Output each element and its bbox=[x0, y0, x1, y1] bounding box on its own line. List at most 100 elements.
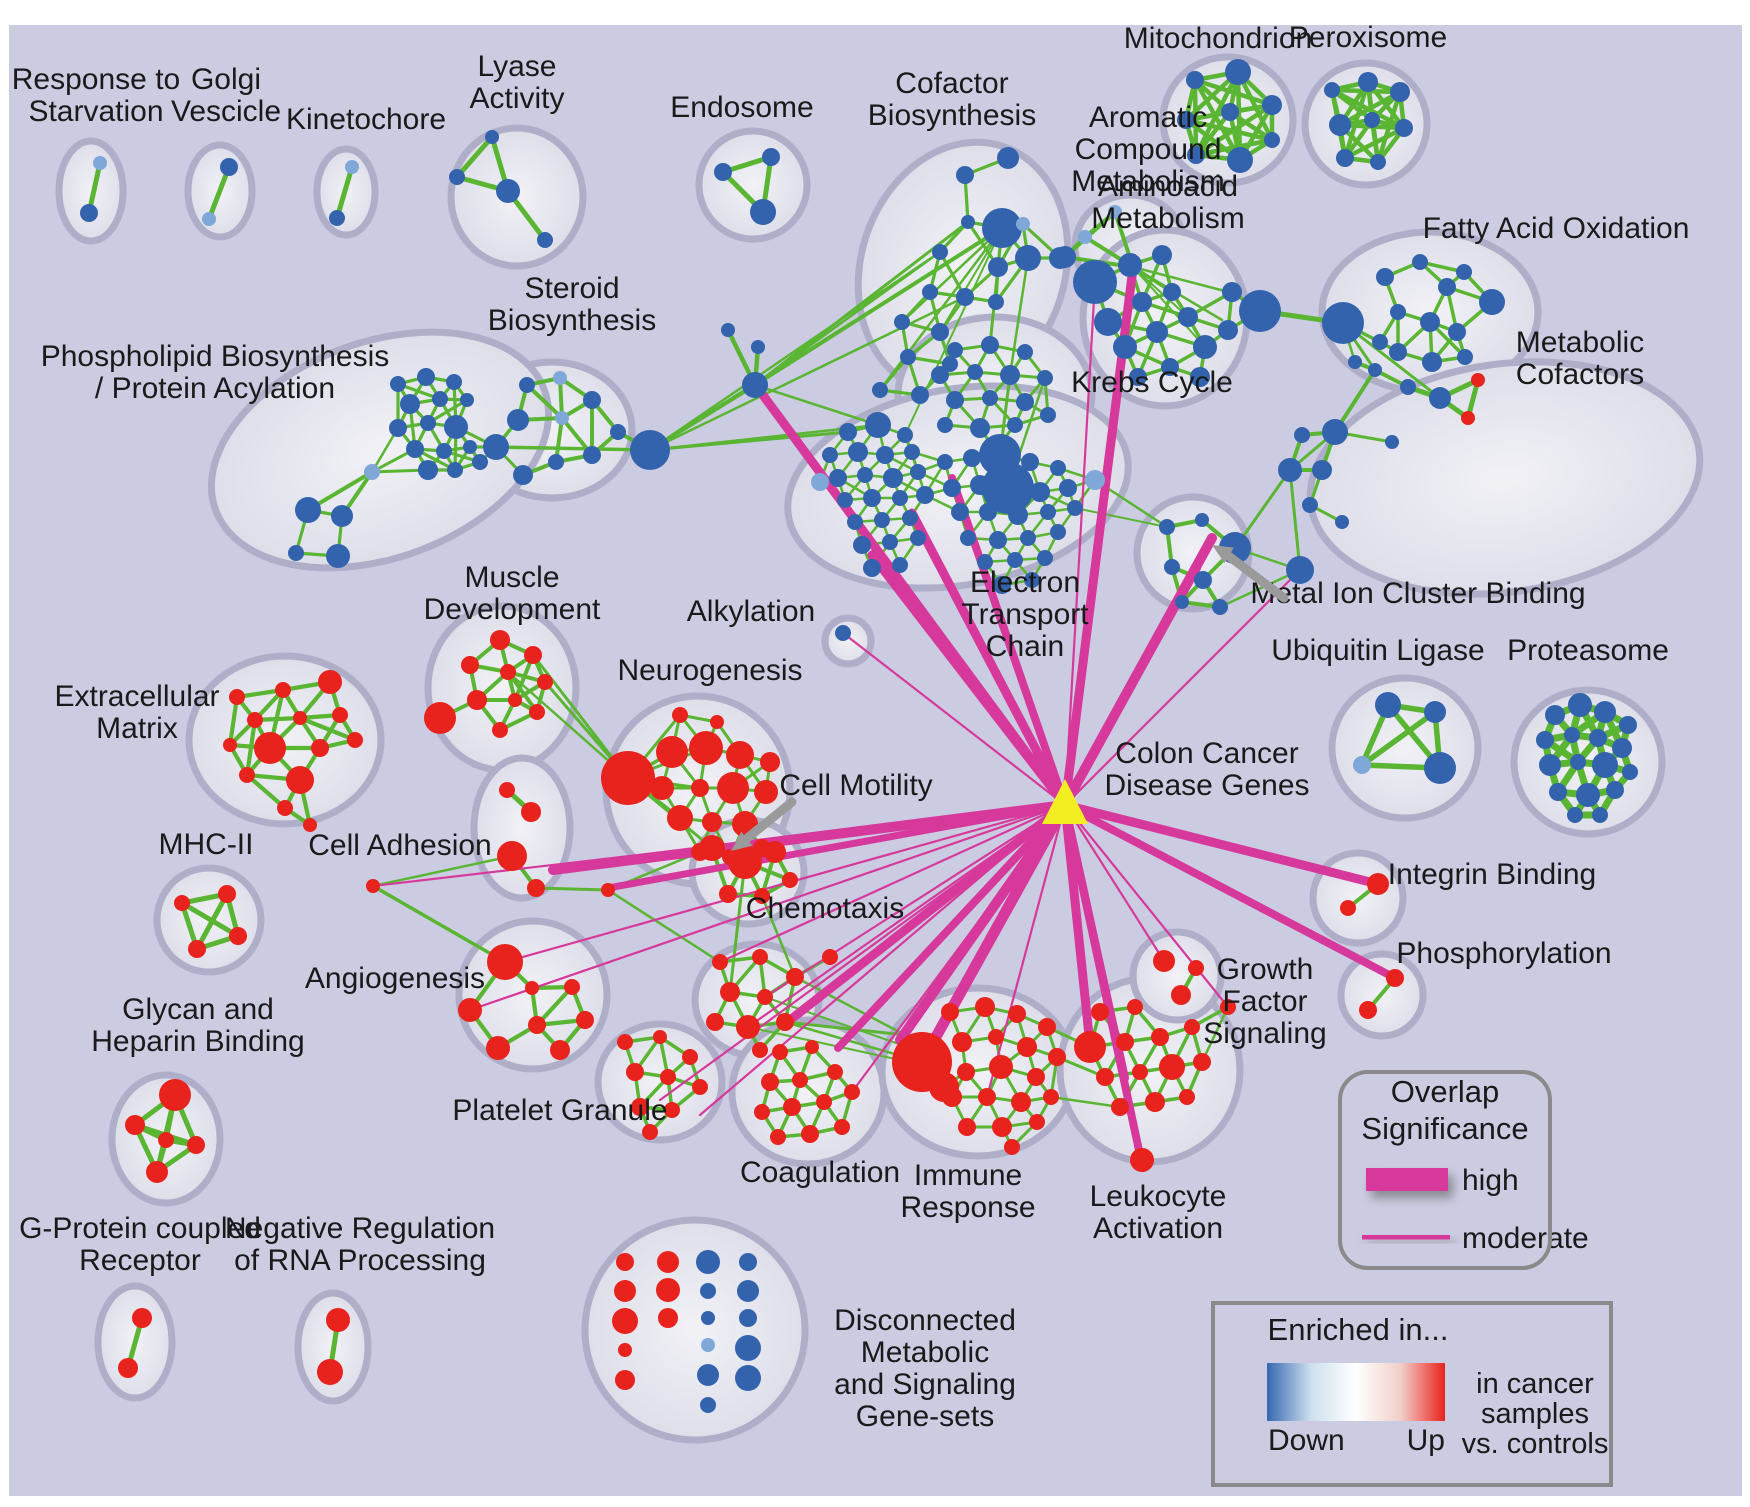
gene-set-node[interactable] bbox=[286, 766, 314, 794]
gene-set-node[interactable] bbox=[735, 1365, 761, 1391]
gene-set-node[interactable] bbox=[564, 979, 580, 995]
gene-set-node[interactable] bbox=[1221, 103, 1239, 121]
gene-set-node[interactable] bbox=[490, 630, 510, 650]
colon-cancer-hub-triangle-icon[interactable] bbox=[1042, 779, 1088, 824]
gene-set-node[interactable] bbox=[1400, 379, 1416, 395]
gene-set-node[interactable] bbox=[1368, 363, 1382, 377]
gene-set-node[interactable] bbox=[900, 349, 916, 365]
gene-set-node[interactable] bbox=[1364, 112, 1380, 128]
gene-set-node[interactable] bbox=[432, 391, 448, 407]
gene-set-node[interactable] bbox=[874, 512, 890, 528]
gene-set-node[interactable] bbox=[1424, 752, 1456, 784]
gene-set-node[interactable] bbox=[922, 284, 938, 300]
gene-set-node[interactable] bbox=[125, 1115, 145, 1135]
gene-set-node[interactable] bbox=[911, 386, 929, 404]
gene-set-node[interactable] bbox=[1549, 783, 1567, 801]
gene-set-node[interactable] bbox=[460, 393, 474, 407]
gene-set-node[interactable] bbox=[1222, 282, 1242, 302]
gene-set-node[interactable] bbox=[1429, 387, 1451, 409]
gene-set-node[interactable] bbox=[1195, 513, 1209, 527]
gene-set-node[interactable] bbox=[757, 989, 773, 1005]
gene-set-node[interactable] bbox=[472, 454, 488, 470]
gene-set-node[interactable] bbox=[1286, 556, 1314, 584]
gene-set-node[interactable] bbox=[691, 779, 709, 797]
gene-set-node[interactable] bbox=[436, 443, 452, 459]
gene-set-node[interactable] bbox=[1130, 1148, 1154, 1172]
gene-set-node[interactable] bbox=[318, 670, 342, 694]
gene-set-node[interactable] bbox=[1188, 960, 1204, 976]
gene-set-node[interactable] bbox=[1367, 873, 1389, 895]
gene-set-node[interactable] bbox=[736, 1015, 760, 1039]
gene-set-node[interactable] bbox=[696, 1250, 720, 1274]
gene-set-node[interactable] bbox=[952, 1032, 972, 1052]
gene-set-node[interactable] bbox=[400, 394, 420, 414]
gene-set-node[interactable] bbox=[931, 323, 949, 341]
gene-set-node[interactable] bbox=[444, 415, 468, 439]
gene-set-node[interactable] bbox=[839, 423, 857, 441]
gene-set-node[interactable] bbox=[863, 489, 881, 507]
gene-set-node[interactable] bbox=[1000, 365, 1020, 385]
gene-set-node[interactable] bbox=[1312, 460, 1332, 480]
gene-set-node[interactable] bbox=[1037, 370, 1053, 386]
gene-set-node[interactable] bbox=[982, 462, 1034, 514]
gene-set-node[interactable] bbox=[827, 1064, 843, 1080]
gene-set-node[interactable] bbox=[389, 419, 407, 437]
gene-set-node[interactable] bbox=[616, 1253, 634, 1271]
gene-set-node[interactable] bbox=[1015, 245, 1041, 271]
gene-set-node[interactable] bbox=[497, 841, 527, 871]
gene-set-node[interactable] bbox=[583, 446, 601, 464]
gene-set-node[interactable] bbox=[1375, 692, 1401, 718]
gene-set-node[interactable] bbox=[783, 1098, 801, 1116]
gene-set-node[interactable] bbox=[1017, 1037, 1037, 1057]
gene-set-node[interactable] bbox=[816, 1094, 832, 1110]
gene-set-node[interactable] bbox=[739, 1253, 757, 1271]
gene-set-node[interactable] bbox=[1193, 335, 1217, 359]
gene-set-node[interactable] bbox=[1385, 435, 1399, 449]
gene-set-node[interactable] bbox=[989, 1055, 1013, 1079]
gene-set-node[interactable] bbox=[550, 1040, 570, 1060]
gene-set-node[interactable] bbox=[750, 199, 776, 225]
gene-set-node[interactable] bbox=[1085, 470, 1105, 490]
gene-set-node[interactable] bbox=[910, 530, 926, 546]
gene-set-node[interactable] bbox=[1389, 343, 1407, 361]
gene-set-node[interactable] bbox=[521, 802, 541, 822]
gene-set-node[interactable] bbox=[776, 1013, 794, 1031]
gene-set-node[interactable] bbox=[1179, 1089, 1195, 1105]
gene-set-node[interactable] bbox=[1536, 731, 1554, 749]
gene-set-node[interactable] bbox=[1322, 302, 1364, 344]
gene-set-node[interactable] bbox=[1570, 754, 1586, 770]
gene-set-node[interactable] bbox=[492, 722, 508, 738]
gene-set-node[interactable] bbox=[1111, 1098, 1129, 1116]
gene-set-node[interactable] bbox=[848, 442, 868, 462]
gene-set-node[interactable] bbox=[782, 872, 798, 888]
gene-set-node[interactable] bbox=[1545, 705, 1565, 725]
gene-set-node[interactable] bbox=[1094, 308, 1122, 336]
gene-set-node[interactable] bbox=[1171, 985, 1191, 1005]
gene-set-node[interactable] bbox=[1302, 497, 1318, 513]
gene-set-node[interactable] bbox=[1262, 95, 1282, 115]
gene-set-node[interactable] bbox=[617, 1034, 633, 1050]
gene-set-node[interactable] bbox=[742, 372, 768, 398]
gene-set-node[interactable] bbox=[932, 244, 948, 260]
gene-set-node[interactable] bbox=[446, 374, 462, 390]
gene-set-node[interactable] bbox=[1457, 349, 1473, 365]
gene-set-node[interactable] bbox=[366, 879, 380, 893]
gene-set-node[interactable] bbox=[507, 409, 529, 431]
gene-set-node[interactable] bbox=[463, 440, 477, 454]
gene-set-node[interactable] bbox=[752, 949, 768, 965]
gene-set-node[interactable] bbox=[1372, 334, 1388, 350]
gene-set-node[interactable] bbox=[467, 690, 487, 710]
gene-set-node[interactable] bbox=[1132, 292, 1152, 312]
gene-set-node[interactable] bbox=[347, 732, 363, 748]
gene-set-node[interactable] bbox=[1568, 693, 1592, 717]
gene-set-node[interactable] bbox=[118, 1358, 138, 1378]
gene-set-node[interactable] bbox=[487, 944, 523, 980]
gene-set-node[interactable] bbox=[751, 340, 765, 354]
gene-set-node[interactable] bbox=[719, 885, 737, 903]
gene-set-node[interactable] bbox=[461, 656, 479, 674]
gene-set-node[interactable] bbox=[1386, 969, 1404, 987]
gene-set-node[interactable] bbox=[1017, 344, 1033, 360]
gene-set-node[interactable] bbox=[805, 1040, 819, 1054]
gene-set-node[interactable] bbox=[1129, 368, 1147, 386]
gene-set-node[interactable] bbox=[1118, 253, 1142, 277]
